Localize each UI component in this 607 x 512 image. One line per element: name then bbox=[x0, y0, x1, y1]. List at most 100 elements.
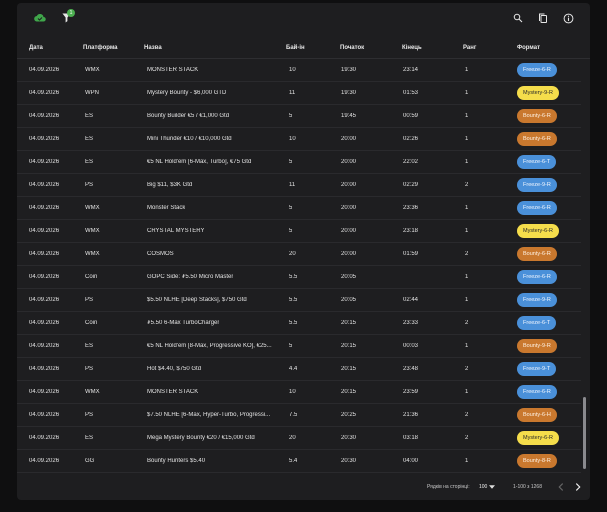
cell-start: 19:45 bbox=[341, 113, 357, 119]
format-chip: Bounty-6-R bbox=[517, 132, 557, 146]
format-chip: Mystery-6-R bbox=[517, 431, 559, 445]
column-header-buyin[interactable]: Бай-ін bbox=[286, 45, 305, 51]
table-row[interactable]: 04.09.2026 ES €5 NL Hold'em [6-Max, Turbo]… bbox=[17, 151, 581, 174]
cell-platform: WMX bbox=[85, 228, 100, 234]
cell-buyin: 5 bbox=[289, 113, 293, 119]
cell-rank: 2 bbox=[465, 182, 469, 188]
cell-platform: ES bbox=[85, 136, 94, 142]
table-row[interactable]: 04.09.2026 Coin ₮5.50 6-Max TurboCharger 5.… bbox=[17, 312, 581, 335]
cell-date: 04.09.2026 bbox=[29, 205, 60, 211]
table-row[interactable]: 04.09.2026 GG Bounty Hunters $5.40 5.4 20:30… bbox=[17, 450, 581, 473]
format-chip: Freeze-9-R bbox=[517, 178, 557, 192]
cell-buyin: 11 bbox=[289, 90, 296, 96]
table-row[interactable]: 04.09.2026 WMX MONSTER STACK 10 20:15 23:59 1 F… bbox=[17, 381, 581, 404]
format-chip: Bounty-6-R bbox=[517, 247, 557, 261]
cell-platform: ES bbox=[85, 435, 94, 441]
format-chip: Bounty-9-R bbox=[517, 339, 557, 353]
cell-end: 23:14 bbox=[403, 67, 419, 73]
pagination-range: 1-100 з 1268 bbox=[513, 484, 542, 490]
previous-page-icon[interactable] bbox=[556, 481, 566, 493]
filter-count-badge: 1 bbox=[67, 9, 75, 17]
cell-start: 20:15 bbox=[341, 320, 357, 326]
cell-buyin: 5.5 bbox=[289, 274, 298, 280]
cell-end: 02:44 bbox=[403, 297, 419, 303]
column-header-format[interactable]: Формат bbox=[517, 45, 541, 51]
cell-end: 04:00 bbox=[403, 458, 419, 464]
table-row[interactable]: 04.09.2026 Coin GOPC Side: ₮5.50 Micro Mas… bbox=[17, 266, 581, 289]
table-row[interactable]: 04.09.2026 PS Big $11, $3K Gtd 11 20:00 02:29… bbox=[17, 174, 581, 197]
search-icon[interactable] bbox=[511, 11, 525, 25]
cell-date: 04.09.2026 bbox=[29, 412, 60, 418]
cell-rank: 2 bbox=[465, 251, 469, 257]
table-row[interactable]: 04.09.2026 ES Mega Mystery Bounty €20 / €1… bbox=[17, 427, 581, 450]
cell-platform: WPN bbox=[85, 90, 99, 96]
table-row[interactable]: 04.09.2026 WMX COSMOS 20 20:00 01:59 2 Bounty-6… bbox=[17, 243, 581, 266]
column-header-rank[interactable]: Ранг bbox=[463, 45, 477, 51]
cell-date: 04.09.2026 bbox=[29, 343, 60, 349]
cell-end: 02:26 bbox=[403, 136, 419, 142]
cell-name: Bounty Hunters $5.40 bbox=[147, 458, 206, 464]
cell-start: 20:05 bbox=[341, 297, 357, 303]
format-chip: Mystery-9-R bbox=[517, 86, 559, 100]
copy-icon[interactable] bbox=[536, 11, 550, 25]
cell-date: 04.09.2026 bbox=[29, 113, 60, 119]
next-page-icon[interactable] bbox=[573, 481, 583, 493]
cell-name: Hot $4.40, $750 Gtd bbox=[147, 366, 202, 372]
cell-name: Monster Stack bbox=[147, 205, 186, 211]
table-row[interactable]: 04.09.2026 PS $5.50 NLHE [Deep Stacks], $7… bbox=[17, 289, 581, 312]
table-row[interactable]: 04.09.2026 PS $7.50 NLHE [6-Max, Hyper-Tur… bbox=[17, 404, 581, 427]
table-row[interactable]: 04.09.2026 WPN Mystery Bounty - $6,000 GTD… bbox=[17, 82, 581, 105]
cell-date: 04.09.2026 bbox=[29, 182, 60, 188]
cell-platform: ES bbox=[85, 343, 94, 349]
cell-platform: GG bbox=[85, 458, 95, 464]
cloud-done-icon[interactable] bbox=[33, 11, 47, 25]
cell-name: GOPC Side: ₮5.50 Micro Master bbox=[147, 274, 234, 280]
cell-platform: ES bbox=[85, 159, 94, 165]
cell-name: Mega Mystery Bounty €20 / €15,000 Gtd bbox=[147, 435, 255, 441]
table-row[interactable]: 04.09.2026 PS Hot $4.40, $750 Gtd 4.4 20:15 2… bbox=[17, 358, 581, 381]
cell-date: 04.09.2026 bbox=[29, 297, 60, 303]
cell-name: MONSTER STACK bbox=[147, 67, 199, 73]
cell-date: 04.09.2026 bbox=[29, 389, 60, 395]
toolbar: 1 bbox=[17, 3, 590, 33]
cell-platform: WMX bbox=[85, 389, 100, 395]
cell-buyin: 5.5 bbox=[289, 320, 298, 326]
cell-name: €5 NL Hold'em [6-Max, Turbo], €75 Gtd bbox=[147, 159, 252, 165]
cell-start: 20:15 bbox=[341, 389, 357, 395]
cell-rank: 1 bbox=[465, 458, 469, 464]
cell-start: 20:15 bbox=[341, 343, 357, 349]
cell-platform: Coin bbox=[85, 274, 98, 280]
column-header-end[interactable]: Кінець bbox=[402, 45, 422, 51]
rows-per-page-select[interactable]: 100 bbox=[479, 484, 488, 490]
table-row[interactable]: 04.09.2026 ES Mini Thunder €10 / €10,000 G… bbox=[17, 128, 581, 151]
cell-buyin: 7.5 bbox=[289, 412, 298, 418]
column-header-platform[interactable]: Платформа bbox=[83, 45, 118, 51]
cell-date: 04.09.2026 bbox=[29, 435, 60, 441]
table-row[interactable]: 04.09.2026 WMX MONSTER STACK 10 19:30 23:14 1 F… bbox=[17, 59, 581, 82]
table-row[interactable]: 04.09.2026 ES €5 NL Hold'em [8-Max, Progre… bbox=[17, 335, 581, 358]
table-row[interactable]: 04.09.2026 WMX CRYSTAL MYSTERY 5 20:00 23:18 1… bbox=[17, 220, 581, 243]
cell-date: 04.09.2026 bbox=[29, 67, 60, 73]
chevron-down-icon[interactable] bbox=[488, 483, 496, 491]
cell-buyin: 10 bbox=[289, 136, 296, 142]
cell-start: 19:30 bbox=[341, 67, 357, 73]
column-header-date[interactable]: Дата bbox=[29, 45, 43, 51]
column-header-start[interactable]: Початок bbox=[340, 45, 365, 51]
cell-start: 20:25 bbox=[341, 412, 357, 418]
cell-rank: 1 bbox=[465, 136, 469, 142]
vertical-scrollbar[interactable] bbox=[583, 397, 586, 469]
cell-end: 23:18 bbox=[403, 228, 419, 234]
info-icon[interactable] bbox=[561, 11, 575, 25]
format-chip: Freeze-6-R bbox=[517, 63, 557, 77]
table-row[interactable]: 04.09.2026 WMX Monster Stack 5 20:00 23:36 1 Fr… bbox=[17, 197, 581, 220]
column-header-name[interactable]: Назва bbox=[144, 45, 162, 51]
cell-name: €5 NL Hold'em [8-Max, Progressive KO], €… bbox=[147, 343, 272, 349]
cell-rank: 1 bbox=[465, 67, 469, 73]
format-chip: Freeze-9-R bbox=[517, 293, 557, 307]
table-row[interactable]: 04.09.2026 ES Bounty Builder €5 / €1,000 G… bbox=[17, 105, 581, 128]
cell-end: 01:53 bbox=[403, 90, 419, 96]
cell-name: CRYSTAL MYSTERY bbox=[147, 228, 205, 234]
cell-name: Big $11, $3K Gtd bbox=[147, 182, 193, 188]
cell-name: $7.50 NLHE [6-Max, Hyper-Turbo, Progress… bbox=[147, 412, 271, 418]
cell-end: 00:03 bbox=[403, 343, 419, 349]
